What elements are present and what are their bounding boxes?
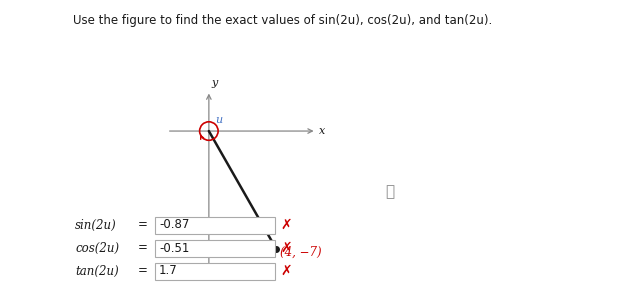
Text: =: = [138, 264, 148, 278]
FancyBboxPatch shape [155, 240, 275, 256]
Text: ⓘ: ⓘ [385, 185, 394, 200]
Text: ✗: ✗ [280, 264, 292, 278]
FancyBboxPatch shape [155, 217, 275, 233]
Text: =: = [138, 241, 148, 255]
Text: (4, −7): (4, −7) [280, 246, 322, 259]
Text: cos(2u): cos(2u) [75, 241, 119, 255]
Text: u: u [215, 115, 222, 125]
FancyBboxPatch shape [155, 263, 275, 279]
Text: ✗: ✗ [280, 241, 292, 255]
Text: Use the figure to find the exact values of sin(2u), cos(2u), and tan(2u).: Use the figure to find the exact values … [73, 14, 493, 27]
Text: y: y [211, 78, 218, 88]
Text: tan(2u): tan(2u) [75, 264, 119, 278]
Text: sin(2u): sin(2u) [75, 218, 117, 232]
Text: 1.7: 1.7 [159, 264, 178, 278]
Text: -0.87: -0.87 [159, 218, 189, 232]
Text: x: x [319, 126, 325, 136]
Text: =: = [138, 218, 148, 232]
Text: -0.51: -0.51 [159, 241, 189, 255]
Text: ✗: ✗ [280, 218, 292, 232]
